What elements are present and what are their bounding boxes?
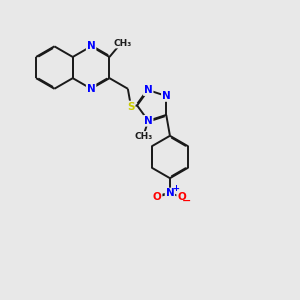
Text: +: +: [172, 184, 179, 193]
Text: O: O: [177, 192, 186, 202]
Text: N: N: [87, 84, 95, 94]
Text: S: S: [127, 101, 135, 112]
Text: N: N: [144, 85, 153, 95]
Text: N: N: [166, 188, 174, 199]
Text: CH₃: CH₃: [134, 132, 153, 141]
Text: N: N: [162, 91, 171, 101]
Text: −: −: [182, 196, 192, 206]
Text: N: N: [87, 41, 95, 51]
Text: CH₃: CH₃: [113, 39, 132, 48]
Text: O: O: [153, 192, 162, 202]
Text: N: N: [144, 116, 153, 126]
